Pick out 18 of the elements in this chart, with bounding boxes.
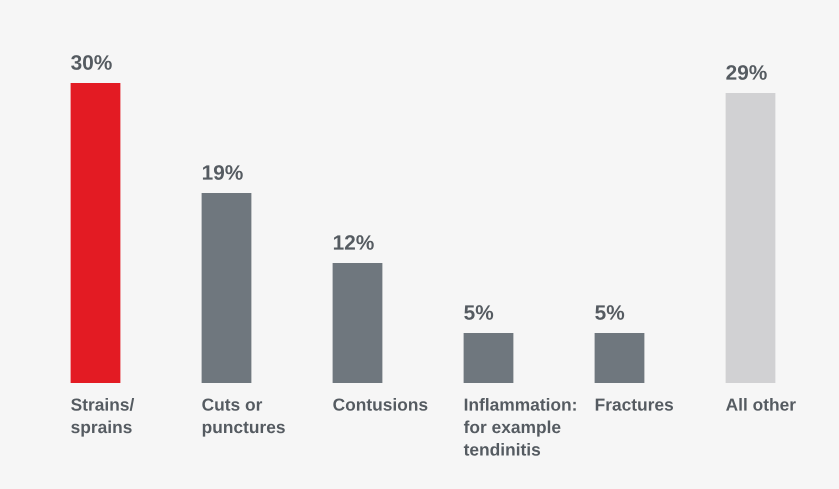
x-tick-label: Fractures [596, 398, 674, 411]
data-label: 5% [595, 305, 624, 320]
x-tick-label: Strains/ sprains [71, 398, 134, 437]
bar [202, 193, 252, 383]
x-tick-label: All other [726, 398, 796, 411]
x-tick-label: Inflammation: for example tendinitis [464, 398, 576, 456]
bar [70, 83, 120, 383]
bar [726, 93, 776, 383]
x-tick-label: Contusions [333, 398, 428, 411]
data-label: 30% [71, 55, 112, 70]
bar [464, 333, 514, 383]
data-label: 29% [726, 65, 767, 80]
x-tick-label: Cuts or punctures [202, 398, 285, 437]
bar [332, 263, 382, 383]
data-label: 5% [464, 305, 494, 320]
data-label: 12% [334, 235, 374, 250]
bar [594, 333, 644, 383]
data-label: 19% [202, 165, 243, 180]
